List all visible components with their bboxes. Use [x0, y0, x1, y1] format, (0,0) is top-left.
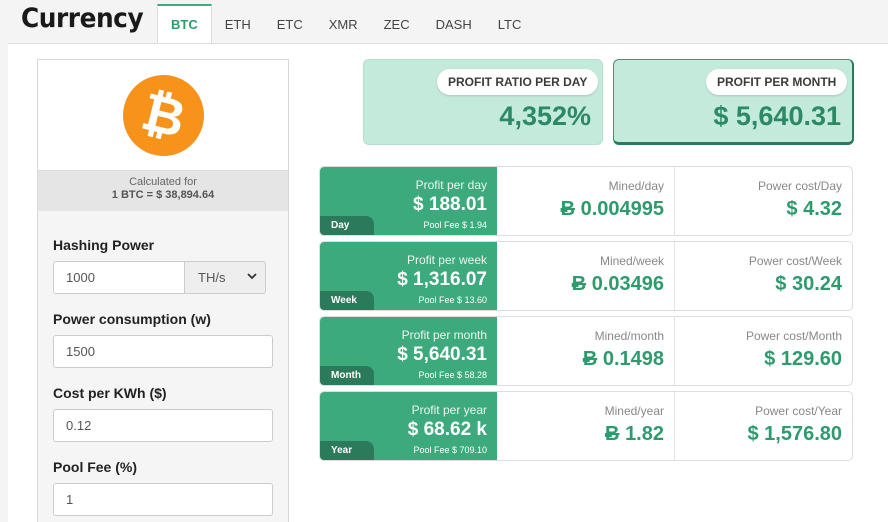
period-badge: Year [320, 441, 374, 460]
power-cost-cell: Power cost/Day $ 4.32 [675, 167, 852, 235]
mined-cell: Mined/week Ƀ 0.03496 [497, 242, 675, 310]
mined-label: Mined/day [608, 179, 664, 193]
power-consumption-label: Power consumption (w) [53, 311, 211, 327]
cost-per-kwh-input[interactable]: 0.12 [53, 409, 273, 442]
top-bar: Currency BTC ETH ETC XMR ZEC DASH LTC [0, 0, 888, 44]
btc-symbol-icon: Ƀ [582, 348, 598, 370]
pool-fee-value: Pool Fee $ 1.94 [423, 220, 487, 230]
result-row-week: Profit per week $ 1,316.07 Pool Fee $ 13… [319, 241, 853, 311]
period-badge: Day [320, 216, 374, 235]
hashrate-unit-value: TH/s [198, 270, 226, 285]
result-row-day: Profit per day $ 188.01 Pool Fee $ 1.94 … [319, 166, 853, 236]
tab-eth[interactable]: ETH [224, 16, 251, 32]
power-cost-cell: Power cost/Month $ 129.60 [675, 317, 852, 385]
pool-fee-value: Pool Fee $ 709.10 [413, 445, 487, 455]
result-row-year: Profit per year $ 68.62 k Pool Fee $ 709… [319, 391, 853, 461]
exchange-rate: 1 BTC = $ 38,894.64 [111, 189, 215, 201]
exchange-rate-box: Calculated for 1 BTC = $ 38,894.64 [38, 171, 288, 211]
power-consumption-input[interactable]: 1500 [53, 335, 273, 368]
power-cost-label: Power cost/Year [755, 404, 842, 418]
mined-cell: Mined/day Ƀ 0.004995 [497, 167, 675, 235]
btc-symbol-icon: Ƀ [571, 273, 587, 295]
profit-month-value: $ 5,640.31 [713, 101, 841, 131]
profit-label: Profit per year [411, 403, 487, 417]
period-badge: Week [320, 291, 374, 310]
profit-value: $ 68.62 k [407, 419, 487, 440]
mined-value: Ƀ 1.82 [605, 423, 664, 445]
power-cost-label: Power cost/Month [745, 329, 842, 343]
power-cost-value: $ 1,576.80 [747, 423, 842, 445]
mined-label: Mined/month [594, 329, 664, 343]
calculator-panel: ₿ Calculated for 1 BTC = $ 38,894.64 Has… [37, 59, 289, 522]
hashrate-unit-select[interactable]: TH/s [185, 261, 266, 294]
tab-zec[interactable]: ZEC [383, 16, 410, 32]
result-row-month: Profit per month $ 5,640.31 Pool Fee $ 5… [319, 316, 853, 386]
cost-per-kwh-label: Cost per KWh ($) [53, 385, 167, 401]
tab-dash[interactable]: DASH [435, 16, 472, 32]
hashing-power-input[interactable]: 1000 [53, 261, 185, 294]
pool-fee-value: Pool Fee $ 58.28 [418, 370, 487, 380]
mined-cell: Mined/month Ƀ 0.1498 [497, 317, 675, 385]
profit-label: Profit per month [401, 328, 487, 342]
power-cost-cell: Power cost/Year $ 1,576.80 [675, 392, 852, 460]
pool-fee-value: Pool Fee $ 13.60 [418, 295, 487, 305]
tab-xmr[interactable]: XMR [328, 16, 358, 32]
profit-cell: Profit per year $ 68.62 k Pool Fee $ 709… [320, 392, 497, 460]
profit-label: Profit per week [406, 253, 487, 267]
power-cost-label: Power cost/Day [757, 179, 842, 193]
chevron-down-icon [247, 273, 257, 280]
hashing-power-label: Hashing Power [53, 237, 155, 253]
profit-cell: Profit per day $ 188.01 Pool Fee $ 1.94 … [320, 167, 497, 235]
calculated-for-label: Calculated for [129, 176, 197, 188]
profit-cell: Profit per week $ 1,316.07 Pool Fee $ 13… [320, 242, 497, 310]
profit-value: $ 5,640.31 [397, 344, 487, 365]
profit-month-label: PROFIT PER MONTH [706, 69, 848, 95]
pool-fee-input[interactable]: 1 [53, 483, 273, 516]
power-cost-value: $ 4.32 [786, 198, 842, 220]
power-cost-label: Power cost/Week [748, 254, 842, 268]
mined-value: Ƀ 0.03496 [571, 273, 664, 295]
profit-label: Profit per day [415, 178, 487, 192]
mined-value: Ƀ 0.004995 [560, 198, 664, 220]
period-badge: Month [320, 366, 374, 385]
profit-value: $ 1,316.07 [397, 269, 487, 290]
tab-etc[interactable]: ETC [276, 16, 303, 32]
mined-label: Mined/year [604, 404, 664, 418]
currency-tabs: BTC ETH ETC XMR ZEC DASH LTC [157, 4, 534, 44]
profit-month-card: PROFIT PER MONTH $ 5,640.31 [613, 59, 854, 145]
profit-cell: Profit per month $ 5,640.31 Pool Fee $ 5… [320, 317, 497, 385]
btc-symbol-icon: Ƀ [605, 423, 620, 445]
profit-ratio-label: PROFIT RATIO PER DAY [437, 69, 599, 95]
tab-btc[interactable]: BTC [157, 4, 212, 44]
tab-ltc[interactable]: LTC [497, 16, 522, 32]
coin-logo-area: ₿ [38, 60, 288, 171]
pool-fee-label: Pool Fee (%) [53, 459, 138, 475]
power-cost-cell: Power cost/Week $ 30.24 [675, 242, 852, 310]
page-title: Currency [21, 3, 144, 34]
profit-ratio-value: 4,352% [499, 101, 591, 131]
mined-value: Ƀ 0.1498 [582, 348, 664, 370]
power-cost-value: $ 30.24 [775, 273, 842, 295]
profit-value: $ 188.01 [413, 194, 487, 215]
profit-ratio-card: PROFIT RATIO PER DAY 4,352% [363, 59, 603, 145]
btc-symbol-icon: Ƀ [560, 198, 576, 220]
mined-cell: Mined/year Ƀ 1.82 [497, 392, 675, 460]
bitcoin-logo-icon: ₿ [114, 66, 213, 165]
mined-label: Mined/week [599, 254, 664, 268]
power-cost-value: $ 129.60 [764, 348, 842, 370]
